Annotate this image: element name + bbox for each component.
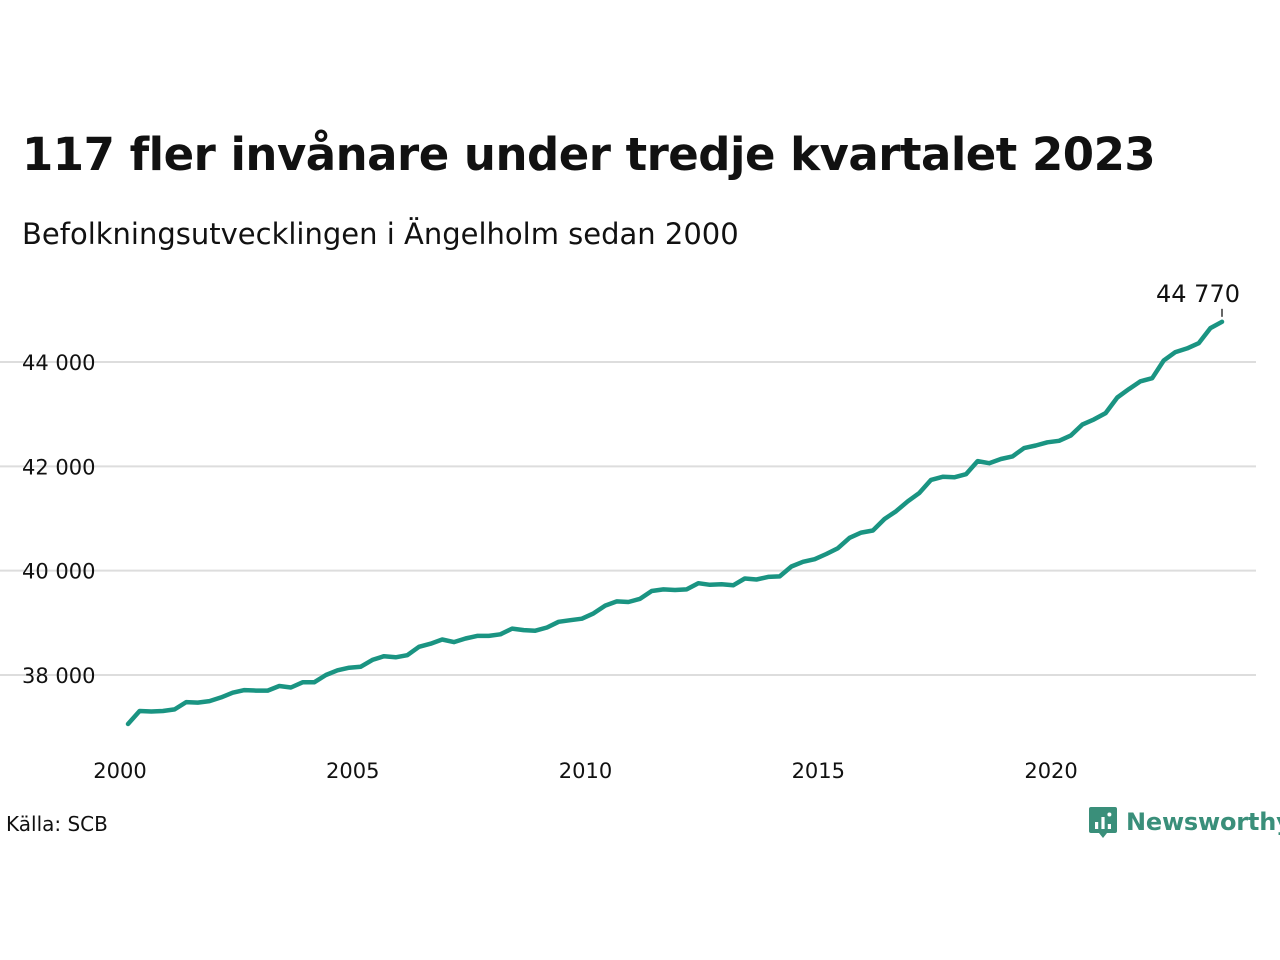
y-tick-label: 42 000 xyxy=(22,455,95,479)
x-tick-label: 2005 xyxy=(326,759,379,783)
y-tick-label: 44 000 xyxy=(22,351,95,375)
logo-text: Newsworthy xyxy=(1126,808,1280,836)
source-note: Källa: SCB xyxy=(6,812,108,836)
grid-lines xyxy=(0,361,1256,676)
y-tick-label: 38 000 xyxy=(22,664,95,688)
x-axis-ticks: 2000 2005 2010 2015 2020 xyxy=(93,759,1078,783)
line-chart: 38 000 40 000 42 000 44 000 2000 2005 2010 201… xyxy=(0,280,1256,783)
x-tick-label: 2020 xyxy=(1024,759,1077,783)
chart-subtitle: Befolkningsutvecklingen i Ängelholm seda… xyxy=(22,217,739,251)
x-tick-label: 2000 xyxy=(93,759,146,783)
annotation-layer: 44 770 xyxy=(1156,280,1240,317)
newsworthy-logo-icon xyxy=(1089,807,1117,838)
x-tick-label: 2010 xyxy=(559,759,612,783)
y-tick-label: 40 000 xyxy=(22,560,95,584)
chart-title: 117 fler invånare under tredje kvartalet… xyxy=(22,128,1156,181)
newsworthy-logo: Newsworthy xyxy=(1088,805,1280,839)
y-axis-ticks: 38 000 40 000 42 000 44 000 xyxy=(22,351,95,688)
series-line xyxy=(125,319,1225,727)
series-layer xyxy=(125,319,1225,727)
end-value-label: 44 770 xyxy=(1156,280,1240,308)
x-tick-label: 2015 xyxy=(792,759,845,783)
